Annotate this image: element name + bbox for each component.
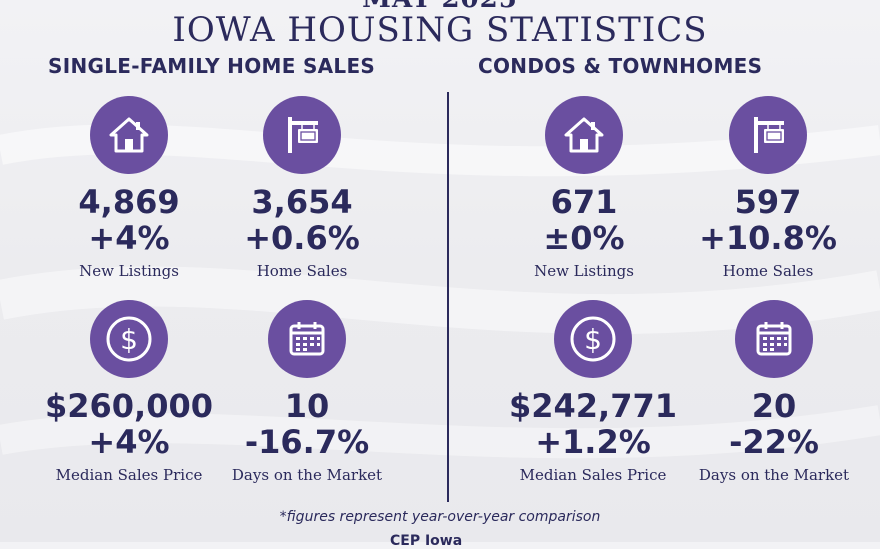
calendar-icon [268,300,346,378]
section-divider [447,92,449,502]
calendar-icon [735,300,813,378]
stat-value: $260,000 [44,387,213,425]
section-title-single-family: SINGLE-FAMILY HOME SALES [48,54,376,78]
stat-change: +4% [88,423,170,461]
stat-label: Days on the Market [231,466,383,484]
stat-single-new-listings: 4,869 +4% New Listings [29,96,229,280]
svg-text:$: $ [584,323,602,356]
stat-condo-home-sales: 597 +10.8% Home Sales [668,96,868,280]
sold-sign-icon [263,96,341,174]
stat-label: Median Sales Price [519,466,667,484]
stat-single-median-price: $ $260,000 +4% Median Sales Price [29,300,229,484]
dollar-icon: $ [554,300,632,378]
stat-change: +10.8% [699,219,837,257]
stat-label: Home Sales [722,262,814,280]
stat-condo-new-listings: 671 ±0% New Listings [484,96,684,280]
stat-change: ±0% [543,219,625,257]
stat-value: 20 [751,387,797,425]
stat-value: 4,869 [78,183,180,221]
stat-label: Home Sales [256,262,348,280]
stat-condo-days-on-market: 20 -22% Days on the Market [674,300,874,484]
footnote: *figures represent year-over-year compar… [279,509,601,525]
page-title: IOWA HOUSING STATISTICS [172,10,708,50]
logo: CEP Iowa [390,533,463,549]
stat-single-days-on-market: 10 -16.7% Days on the Market [207,300,407,484]
stat-condo-median-price: $ $242,771 +1.2% Median Sales Price [493,300,693,484]
stat-change: +0.6% [244,219,360,257]
svg-text:$: $ [120,323,138,356]
stat-value: 10 [284,387,330,425]
house-icon [90,96,168,174]
stat-value: $242,771 [508,387,677,425]
sold-sign-icon [729,96,807,174]
section-title-condos: CONDOS & TOWNHOMES [478,54,763,78]
stat-label: Days on the Market [698,466,850,484]
stat-single-home-sales: 3,654 +0.6% Home Sales [202,96,402,280]
house-icon [545,96,623,174]
stat-label: Median Sales Price [55,466,203,484]
header-cut-title: MAY 2025 [0,0,880,14]
stat-label: New Listings [534,262,634,280]
stat-label: New Listings [79,262,179,280]
dollar-icon: $ [90,300,168,378]
stat-value: 597 [734,183,802,221]
stat-change: -22% [729,423,819,461]
stat-change: -16.7% [244,423,370,461]
stat-change: +4% [88,219,170,257]
stat-value: 3,654 [251,183,353,221]
stat-value: 671 [550,183,618,221]
stat-change: +1.2% [535,423,651,461]
